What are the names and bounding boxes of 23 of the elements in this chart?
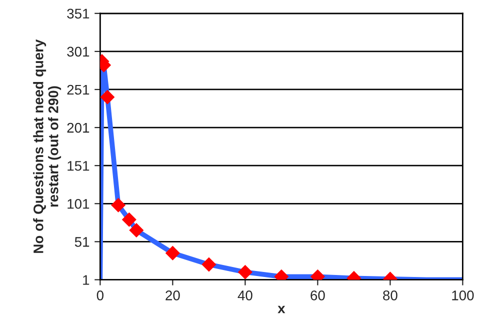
point — [238, 264, 252, 280]
x-tick-label: 80 — [383, 290, 398, 300]
x-tick-label: 0 — [96, 290, 104, 300]
y-tick-label: 101 — [68, 198, 90, 209]
x-tick-label: 40 — [238, 290, 252, 300]
y-tick-label: 301 — [67, 46, 90, 57]
x-tick-label: 60 — [310, 290, 325, 300]
y-tick-label: 1 — [83, 275, 90, 285]
point — [122, 212, 136, 227]
y-tick-label: 351 — [67, 8, 90, 19]
x-axis-title: x — [278, 306, 286, 314]
point — [129, 222, 144, 238]
y-tick-label: 151 — [68, 161, 90, 171]
x-tick-label: 20 — [166, 290, 180, 300]
y-tick-label: 251 — [67, 84, 90, 95]
x-tick-label: 100 — [452, 290, 474, 300]
y-tick-label: 51 — [74, 237, 90, 247]
point — [165, 246, 180, 260]
point — [111, 198, 126, 212]
y-axis-title: No of Questions that need query restart (out of 290) — [33, 39, 62, 253]
y-tick-label: 201 — [67, 122, 90, 133]
point — [202, 257, 216, 272]
point — [100, 90, 115, 104]
